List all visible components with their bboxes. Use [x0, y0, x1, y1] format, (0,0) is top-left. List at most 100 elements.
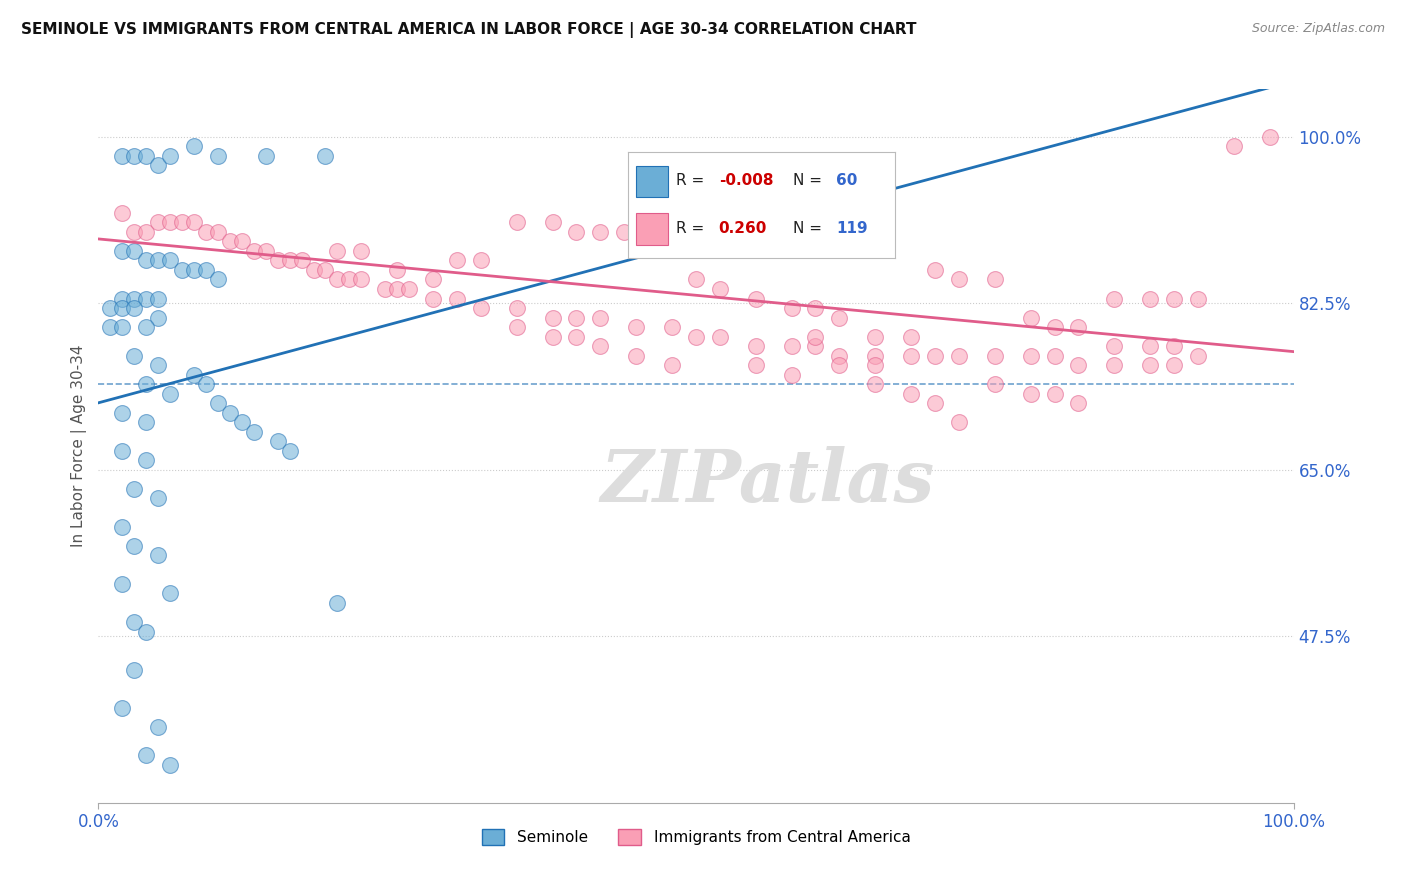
Point	[148, 158, 170, 172]
Point	[148, 358, 170, 372]
Point	[124, 539, 146, 553]
Point	[172, 215, 194, 229]
Point	[924, 396, 946, 410]
Legend: Seminole, Immigrants from Central America: Seminole, Immigrants from Central Americ…	[481, 830, 911, 845]
Point	[315, 263, 337, 277]
Point	[1067, 396, 1090, 410]
Point	[124, 244, 146, 258]
Point	[1104, 339, 1126, 353]
FancyBboxPatch shape	[636, 213, 668, 245]
Point	[506, 215, 529, 229]
Point	[195, 225, 218, 239]
Point	[828, 349, 851, 363]
Point	[172, 263, 194, 277]
Point	[804, 339, 827, 353]
Point	[661, 168, 683, 182]
Point	[326, 596, 349, 610]
Point	[780, 339, 803, 353]
Text: 119: 119	[837, 221, 868, 235]
Point	[267, 434, 290, 449]
Point	[159, 149, 181, 163]
Point	[183, 215, 205, 229]
Point	[804, 186, 827, 201]
Point	[195, 263, 218, 277]
Point	[900, 329, 922, 343]
Point	[385, 282, 409, 296]
Point	[506, 301, 529, 315]
Point	[565, 225, 588, 239]
Point	[422, 272, 444, 286]
Point	[183, 368, 205, 382]
Point	[709, 168, 731, 182]
Point	[626, 320, 648, 334]
Point	[374, 282, 396, 296]
Point	[780, 368, 803, 382]
Point	[1187, 349, 1209, 363]
Point	[207, 396, 229, 410]
Point	[446, 292, 468, 306]
Point	[148, 549, 170, 563]
Point	[159, 386, 181, 401]
Point	[506, 320, 529, 334]
Point	[470, 301, 492, 315]
Point	[124, 149, 146, 163]
Point	[984, 377, 1007, 392]
Point	[111, 292, 134, 306]
Point	[924, 349, 946, 363]
Point	[207, 225, 229, 239]
Point	[278, 443, 301, 458]
Point	[865, 358, 887, 372]
Point	[1187, 292, 1209, 306]
Point	[589, 339, 612, 353]
Point	[804, 301, 827, 315]
Point	[111, 301, 134, 315]
Point	[219, 235, 242, 249]
Point	[1223, 139, 1246, 153]
Point	[828, 196, 851, 211]
Point	[124, 663, 146, 677]
Point	[828, 310, 851, 325]
Point	[780, 301, 803, 315]
Point	[709, 282, 731, 296]
Point	[326, 244, 349, 258]
Point	[135, 748, 157, 763]
Point	[1163, 358, 1185, 372]
Point	[302, 263, 325, 277]
Point	[1104, 358, 1126, 372]
Point	[135, 225, 157, 239]
Point	[183, 263, 205, 277]
Point	[865, 329, 887, 343]
Point	[900, 386, 922, 401]
Point	[135, 415, 157, 429]
Point	[350, 272, 373, 286]
Point	[865, 206, 887, 220]
Point	[924, 263, 946, 277]
Point	[589, 310, 612, 325]
Text: 0.260: 0.260	[718, 221, 768, 235]
Point	[339, 272, 361, 286]
Point	[291, 253, 314, 268]
Point	[948, 415, 970, 429]
Point	[984, 349, 1007, 363]
Point	[1043, 386, 1066, 401]
Point	[243, 425, 266, 439]
Point	[541, 310, 564, 325]
Point	[541, 215, 564, 229]
Point	[1139, 339, 1161, 353]
Point	[385, 263, 409, 277]
Point	[1019, 349, 1042, 363]
Point	[661, 358, 683, 372]
Point	[1067, 320, 1090, 334]
Point	[124, 349, 146, 363]
Point	[159, 586, 181, 600]
Point	[865, 377, 887, 392]
Point	[804, 329, 827, 343]
Point	[422, 292, 444, 306]
Point	[948, 349, 970, 363]
Point	[828, 358, 851, 372]
Point	[111, 206, 134, 220]
Point	[984, 272, 1007, 286]
Point	[148, 215, 170, 229]
Point	[1019, 386, 1042, 401]
Point	[135, 453, 157, 467]
